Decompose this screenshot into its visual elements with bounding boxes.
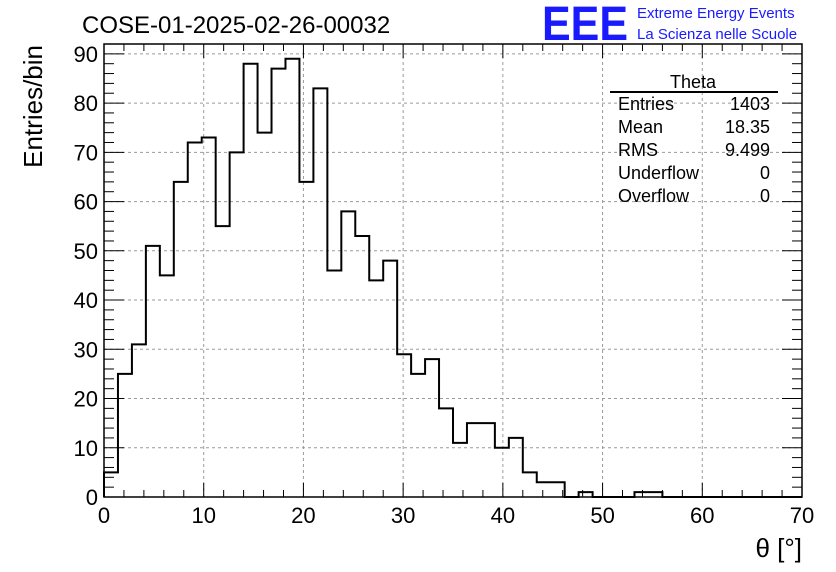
stats-row-value: 0 (760, 186, 770, 206)
stats-row-label: Entries (618, 94, 674, 114)
x-tick-label: 50 (590, 503, 614, 528)
y-axis-label: Entries/bin (18, 45, 48, 168)
y-tick-label: 60 (74, 190, 98, 215)
x-axis-label: θ [°] (755, 533, 802, 563)
y-tick-label: 90 (74, 42, 98, 67)
y-tick-label: 0 (86, 485, 98, 510)
stats-row-label: Underflow (618, 163, 700, 183)
y-tick-label: 40 (74, 288, 98, 313)
stats-title: Theta (670, 72, 717, 92)
grid (104, 44, 802, 497)
eee-logo-text: EEE (542, 0, 628, 51)
stats-row-value: 9.499 (725, 140, 770, 160)
y-tick-label: 20 (74, 387, 98, 412)
y-tick-label: 10 (74, 436, 98, 461)
x-tick-label: 0 (98, 503, 110, 528)
stats-box: Theta Entries 1403 Mean 18.35 RMS 9.499 Underf… (610, 72, 778, 206)
chart-title: COSE-01-2025-02-26-00032 (82, 12, 390, 39)
x-tick-label: 70 (790, 503, 814, 528)
stats-row-label: Overflow (618, 186, 690, 206)
y-tick-label: 80 (74, 91, 98, 116)
stats-rows: Entries 1403 Mean 18.35 RMS 9.499 Underflow 0 Ov… (618, 94, 770, 206)
stats-row-label: Mean (618, 117, 663, 137)
x-tick-label: 10 (191, 503, 215, 528)
x-tick-label: 20 (291, 503, 315, 528)
y-tick-label: 30 (74, 337, 98, 362)
histogram-line (103, 57, 802, 498)
x-tick-label: 30 (391, 503, 415, 528)
stats-row-label: RMS (618, 140, 658, 160)
stats-row-value: 0 (760, 163, 770, 183)
eee-logo-line2: La Scienza nelle Scuole (637, 26, 797, 43)
stats-row-value: 1403 (730, 94, 770, 114)
y-tick-label: 70 (74, 140, 98, 165)
stats-row-value: 18.35 (725, 117, 770, 137)
plot-frame (103, 43, 803, 498)
tick-labels: 0 10 20 30 40 50 60 70 0 10 20 30 40 50 60 70 80 90 (74, 42, 815, 528)
y-tick-label: 50 (74, 239, 98, 264)
x-tick-label: 40 (491, 503, 515, 528)
eee-logo: EEE Extreme Energy Events La Scienza nel… (542, 0, 797, 51)
eee-logo-line1: Extreme Energy Events (637, 5, 795, 22)
x-tick-label: 60 (690, 503, 714, 528)
